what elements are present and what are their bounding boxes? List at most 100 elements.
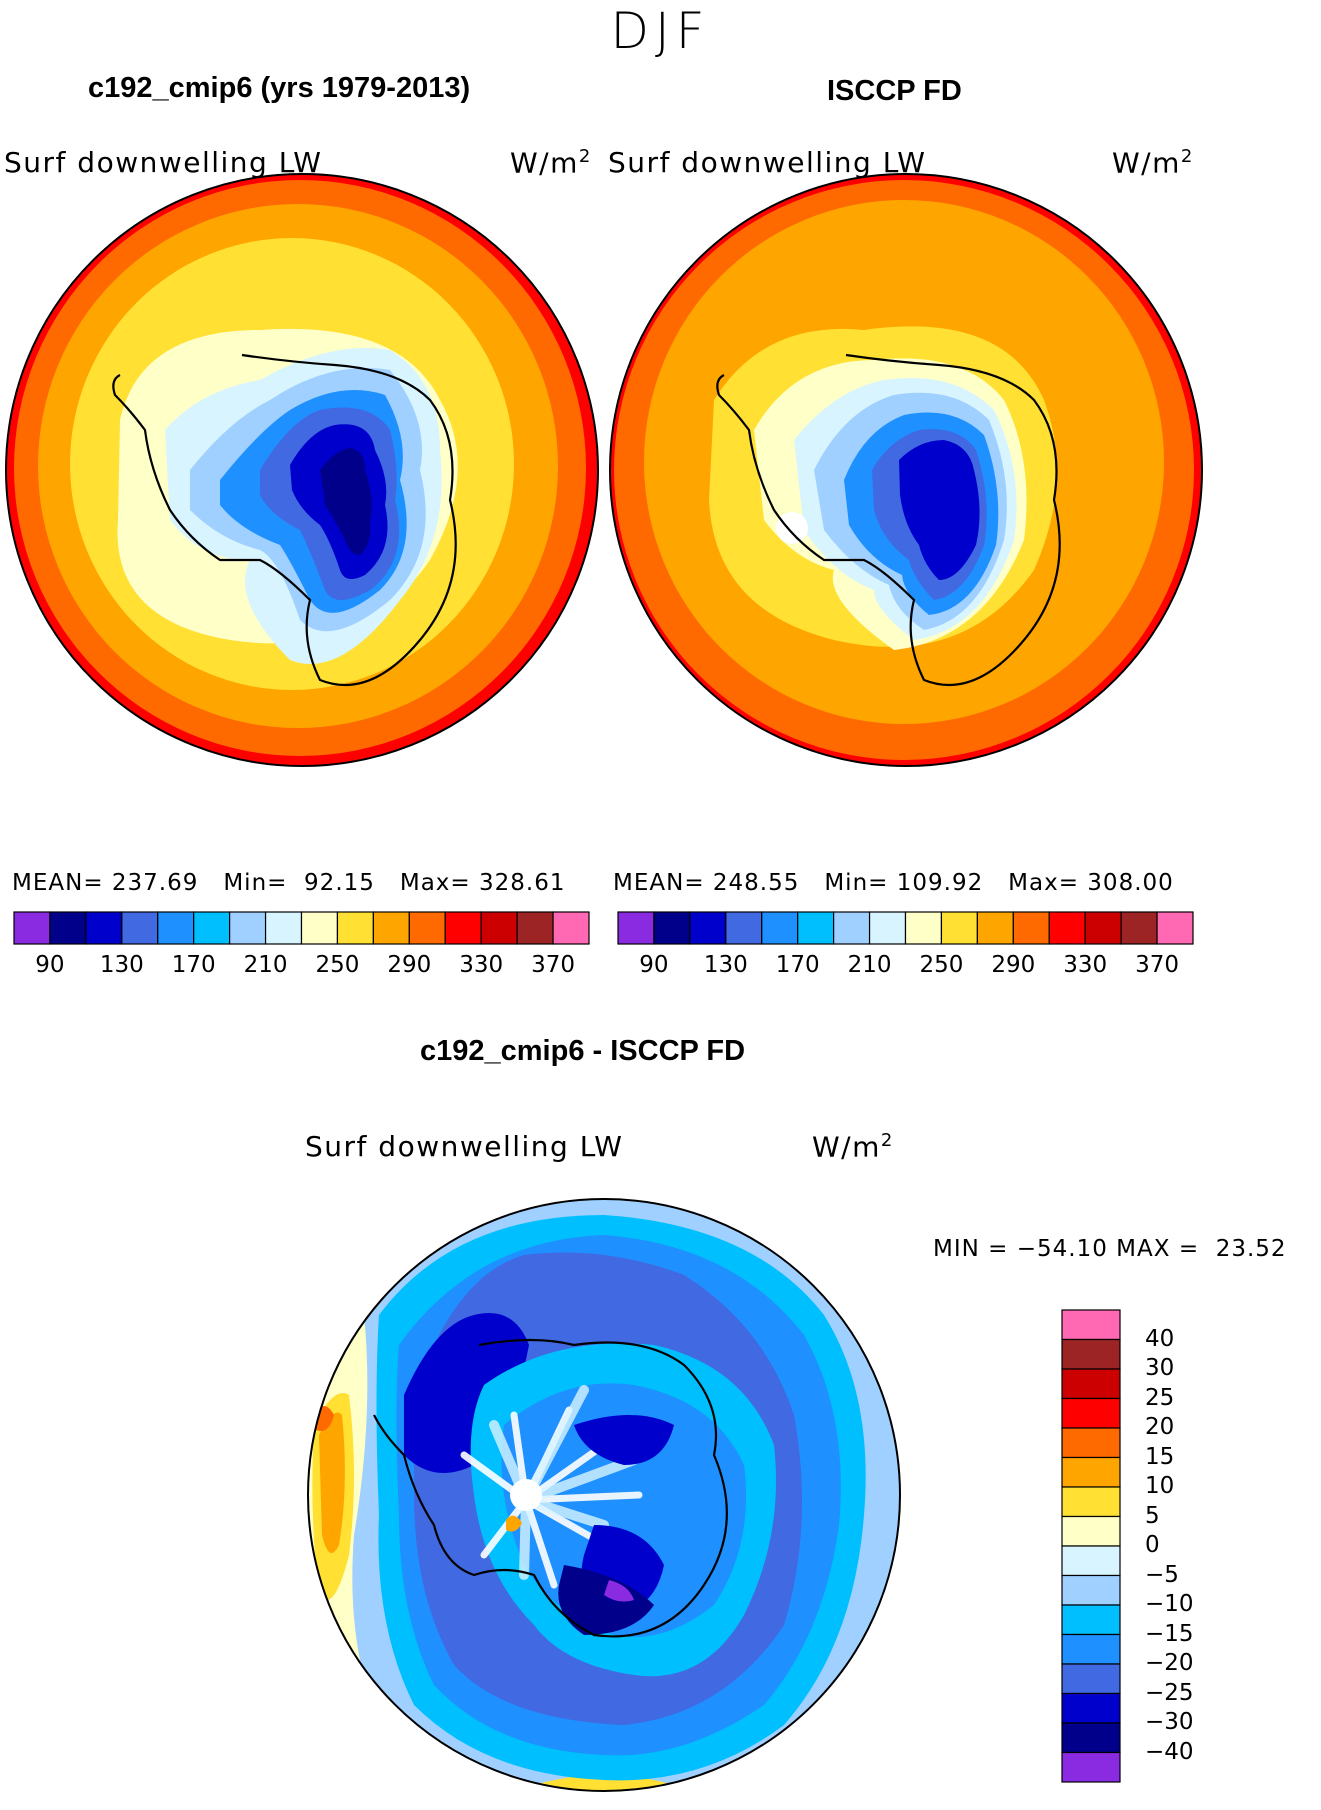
colorbar-1-tick-label: 130: [99, 952, 144, 978]
figure-title: DJF: [610, 2, 711, 60]
colorbar-3-swatch: [1061, 1751, 1121, 1783]
colorbar-2-ticks: 90 130 170 210 250 290 330 370: [618, 952, 1193, 982]
map-1: [5, 173, 599, 767]
colorbar-3-swatch: [1061, 1309, 1121, 1341]
colorbar-1-tick-label: 330: [459, 952, 504, 978]
map-2-border: [609, 173, 1203, 767]
colorbar-2-swatch: [725, 911, 763, 945]
colorbar-2-swatch: [1156, 911, 1194, 945]
colorbar-1-swatch: [516, 911, 554, 945]
colorbar-3-swatch: [1061, 1338, 1121, 1370]
map-2-pole-mask: [776, 512, 808, 544]
map-2: [609, 173, 1203, 767]
colorbar-2-swatch: [1084, 911, 1122, 945]
colorbar-3-tick-label: 5: [1145, 1502, 1160, 1529]
colorbar-3: [1061, 1309, 1121, 1783]
colorbar-1-tick-label: 210: [243, 952, 288, 978]
colorbar-2: [617, 911, 1194, 945]
colorbar-2-swatch: [904, 911, 943, 945]
colorbar-2-tick-label: 250: [919, 952, 964, 978]
colorbar-1-swatch: [336, 911, 374, 945]
map-2-coastline: [716, 353, 1061, 687]
colorbar-1-tick-label: 170: [171, 952, 216, 978]
colorbar-2-swatch: [797, 911, 835, 945]
colorbar-3-swatch: [1061, 1604, 1121, 1636]
colorbar-2-swatch: [976, 911, 1014, 945]
colorbar-2-tick-label: 330: [1063, 952, 1108, 978]
colorbar-2-swatch: [940, 911, 978, 945]
colorbar-3-tick-label: −40: [1145, 1738, 1194, 1765]
colorbar-1-swatch: [552, 911, 590, 945]
colorbar-1-tick-label: 90: [35, 952, 65, 978]
colorbar-1-swatch: [408, 911, 446, 945]
colorbar-2-tick-label: 370: [1135, 952, 1180, 978]
colorbar-2-tick-label: 170: [775, 952, 820, 978]
panel-2-variable: Surf downwelling LW: [608, 146, 927, 179]
panel-1-title: c192_cmip6 (yrs 1979-2013): [88, 72, 471, 104]
map-3-pole-mask: [510, 1479, 542, 1511]
colorbar-2-swatch: [1048, 911, 1086, 945]
panel-1-units: W/m2: [510, 146, 592, 180]
map-3-coastline: [373, 1338, 728, 1638]
colorbar-3-tick-label: 10: [1145, 1473, 1175, 1499]
colorbar-3-ticks: 40 30 25 20 15 10 5 0 −5 −10 −15 −20 −25 −30 −40: [1145, 1310, 1235, 1810]
colorbar-3-swatch: [1061, 1368, 1121, 1400]
colorbar-3-swatch: [1061, 1692, 1121, 1724]
map-3-rays-light: [489, 1385, 639, 1580]
colorbar-1-swatch: [300, 911, 339, 945]
colorbar-2-swatch: [1012, 911, 1050, 945]
panel-2-title: ISCCP FD: [827, 75, 962, 107]
colorbar-3-tick-label: −30: [1145, 1709, 1194, 1735]
colorbar-3-tick-label: 20: [1145, 1414, 1175, 1440]
colorbar-3-swatch: [1061, 1633, 1121, 1665]
colorbar-1-tick-label: 290: [387, 952, 432, 978]
colorbar-2-swatch: [833, 911, 871, 945]
colorbar-3-tick-label: −15: [1145, 1620, 1194, 1647]
colorbar-2-swatch: [868, 911, 907, 945]
colorbar-2-swatch: [1120, 911, 1158, 945]
colorbar-3-tick-label: −5: [1145, 1561, 1179, 1588]
colorbar-1-swatch: [85, 911, 123, 945]
colorbar-1-swatch: [49, 911, 87, 945]
panel-1-variable: Surf downwelling LW: [4, 146, 323, 179]
colorbar-3-tick-label: 25: [1145, 1384, 1175, 1411]
map-1-coastline: [112, 353, 457, 687]
map-1-border: [5, 173, 599, 767]
colorbar-3-tick-label: 30: [1145, 1355, 1175, 1381]
panel-2-units: W/m2: [1112, 146, 1194, 180]
colorbar-3-swatch: [1061, 1456, 1121, 1488]
colorbar-1-swatch: [13, 911, 51, 945]
diff-title: c192_cmip6 - ISCCP FD: [420, 1035, 746, 1067]
colorbar-3-swatch: [1061, 1663, 1121, 1695]
colorbar-3-tick-label: 15: [1145, 1443, 1175, 1470]
colorbar-2-tick-label: 130: [703, 952, 748, 978]
colorbar-2-swatch: [689, 911, 727, 945]
colorbar-2-tick-label: 90: [639, 952, 669, 978]
map-3-band-neg30-east: [574, 1415, 674, 1465]
colorbar-1-tick-label: 250: [315, 952, 360, 978]
colorbar-2-swatch: [761, 911, 799, 945]
colorbar-1-ticks: 90 130 170 210 250 290 330 370: [14, 952, 589, 982]
colorbar-3-tick-label: −10: [1145, 1591, 1194, 1617]
map-3-band-neg40: [558, 1565, 654, 1635]
diff-units: W/m2: [812, 1130, 894, 1164]
panel-2-stats: MEAN= 248.55 Min= 109.92 Max= 308.00: [613, 870, 1174, 896]
colorbar-3-swatch: [1061, 1722, 1121, 1754]
colorbar-3-swatch: [1061, 1574, 1121, 1606]
colorbar-2-swatch: [617, 911, 655, 945]
diff-variable: Surf downwelling LW: [305, 1130, 624, 1163]
colorbar-1-swatch: [193, 911, 231, 945]
colorbar-3-swatch: [1061, 1397, 1121, 1429]
colorbar-1-swatch: [229, 911, 267, 945]
colorbar-3-tick-label: −25: [1145, 1679, 1194, 1706]
colorbar-3-swatch: [1061, 1515, 1121, 1547]
map-3-border: [307, 1198, 901, 1792]
colorbar-1-swatch: [157, 911, 195, 945]
colorbar-1-swatch: [372, 911, 410, 945]
colorbar-3-tick-label: 0: [1145, 1532, 1160, 1558]
colorbar-1-swatch: [121, 911, 159, 945]
map-3-band-pos-pole: [506, 1515, 522, 1532]
colorbar-1-tick-label: 370: [531, 952, 576, 978]
colorbar-1-swatch: [444, 911, 482, 945]
map-2-band-110: [899, 440, 980, 580]
